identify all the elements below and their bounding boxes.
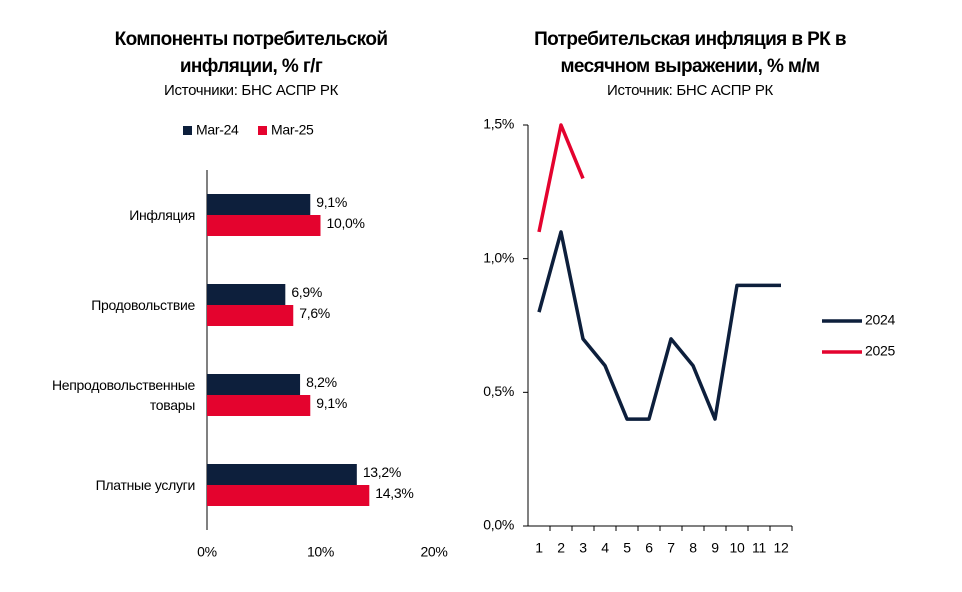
data-label: 14,3% [375,485,413,501]
x-tick-label: 4 [601,540,609,556]
bar [207,485,370,506]
legend-swatch [258,126,267,135]
x-tick-label: 3 [579,540,587,556]
data-label: 13,2% [363,464,401,480]
x-tick-label: 6 [645,540,653,556]
x-tick-label: 12 [774,540,789,556]
data-label: 9,1% [316,395,347,411]
bar [207,464,357,485]
bar [207,374,301,395]
x-tick-label: 5 [623,540,631,556]
data-label: 6,9% [291,284,322,300]
chart-title: Потребительская инфляция в РК в месячном… [534,29,846,77]
y-tick-label: Платные услуги [95,477,196,493]
data-label: 7,6% [299,305,330,321]
legend-swatch [183,126,192,135]
chart-title: Компоненты потребительской инфляции, % г… [114,29,388,77]
x-tick-label: 11 [752,540,766,556]
y-tick-label: 1,5% [483,116,514,132]
y-tick-label: 0,0% [483,517,514,533]
x-tick-label: 20% [420,544,447,560]
x-tick-label: 9 [711,540,719,556]
x-tick-label: 2 [557,540,565,556]
y-tick-label: 1,0% [483,249,514,265]
line [537,230,781,421]
y-tick-label: Непродовольственные товары [51,377,195,413]
legend-label: 2024 [865,312,895,328]
chart-subtitle: Источники: БНС АСПР РК [163,82,339,99]
legend-label: Mar-24 [196,122,239,138]
x-tick-label: 8 [689,540,697,556]
x-tick-label: 10% [307,544,334,560]
x-tick-label: 1 [535,540,543,556]
x-tick-label: 0% [197,544,217,560]
data-label: 10,0% [327,215,365,231]
bar [207,194,311,215]
line [537,123,585,233]
legend-label: Mar-25 [271,122,314,138]
chart-subtitle: Источник: БНС АСПР РК [607,82,773,99]
y-tick-label: 0,5% [483,383,514,399]
bar [207,395,311,416]
bar [207,305,294,326]
x-tick-label: 7 [667,540,675,556]
legend-label: 2025 [865,343,895,359]
x-tick-label: 10 [730,540,745,556]
y-tick-label: Продовольствие [91,297,195,313]
data-label: 9,1% [316,194,347,210]
bar [207,215,321,236]
data-label: 8,2% [306,374,337,390]
y-tick-label: Инфляция [129,207,195,223]
bar [207,284,286,305]
